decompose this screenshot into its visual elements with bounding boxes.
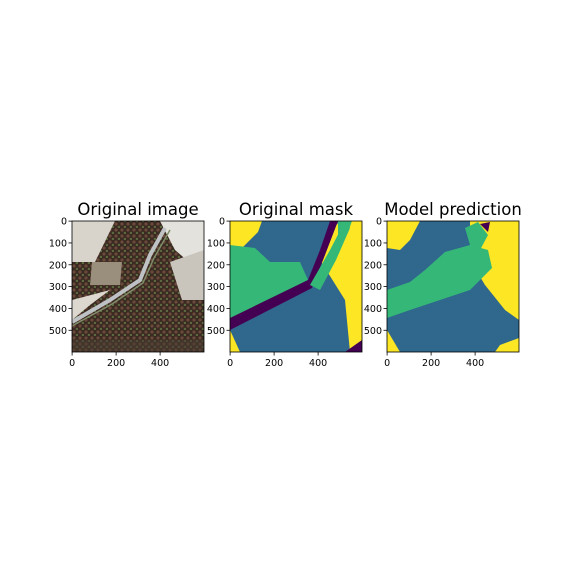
x-tick-label: 0 <box>69 358 75 369</box>
x-tick-label: 400 <box>309 358 327 369</box>
y-tick-label: 500 <box>207 326 225 337</box>
x-tick-label: 400 <box>151 358 169 369</box>
axes-layer: 0 200 400 0 100 200 300 400 500 0 200 400 0 100 200 300… <box>49 217 484 369</box>
x-tick-label: 200 <box>422 358 440 369</box>
x-tick-label: 0 <box>384 358 390 369</box>
y-tick-label: 0 <box>376 217 382 228</box>
y-tick-label: 100 <box>49 238 67 249</box>
y-tick-label: 400 <box>207 304 225 315</box>
y-tick-label: 200 <box>207 260 225 271</box>
aerial-photo <box>72 221 204 352</box>
y-tick-label: 100 <box>364 238 382 249</box>
y-tick-label: 200 <box>49 260 67 271</box>
y-tick-label: 500 <box>364 326 382 337</box>
y-tick-label: 100 <box>207 238 225 249</box>
y-tick-label: 200 <box>364 260 382 271</box>
y-tick-label: 0 <box>219 217 225 228</box>
x-tick-label: 400 <box>466 358 484 369</box>
y-tick-label: 300 <box>207 282 225 293</box>
y-tick-label: 0 <box>61 217 67 228</box>
prediction-image <box>387 221 519 352</box>
y-tick-label: 300 <box>364 282 382 293</box>
y-tick-label: 300 <box>49 282 67 293</box>
panel-original-mask: Original mask <box>229 200 363 353</box>
panel-original-image: Original image <box>71 200 205 353</box>
x-tick-label: 200 <box>107 358 125 369</box>
x-tick-label: 0 <box>227 358 233 369</box>
y-tick-label: 400 <box>49 304 67 315</box>
y-tick-label: 400 <box>364 304 382 315</box>
panel-title: Original image <box>77 200 198 219</box>
x-tick-label: 200 <box>265 358 283 369</box>
y-tick-label: 500 <box>49 326 67 337</box>
mask-image <box>230 221 362 352</box>
panel-title: Model prediction <box>384 200 522 219</box>
panel-title: Original mask <box>239 200 354 219</box>
panel-model-prediction: Model prediction <box>384 200 522 353</box>
